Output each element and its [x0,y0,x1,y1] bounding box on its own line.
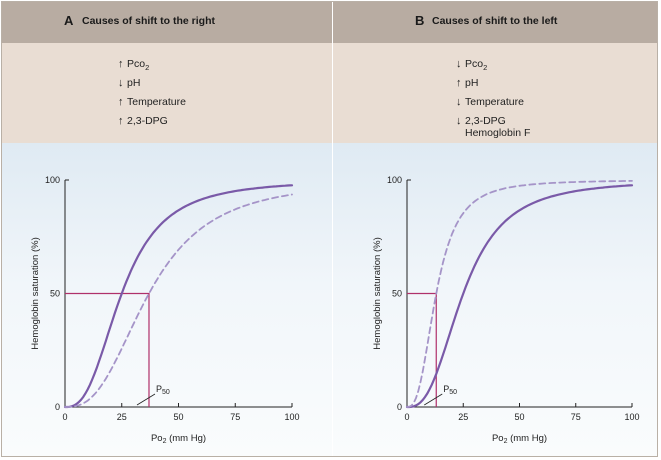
cause-item: ↓ Pco 2 [456,55,530,74]
panel-b-title: Causes of shift to the left [432,15,558,27]
panel-b-cause-list: ↓ Pco 2 ↑ pH ↓ Temperature ↓ 2,3-DPG Hemoglobin F [456,55,530,139]
x-tick-label: 50 [173,412,183,422]
p50-reference-line [407,292,437,407]
x-axis-label-unit: (mm Hg) [507,433,547,444]
x-axis-label-subscript: 2 [163,438,167,445]
arrow-up-icon: ↑ [456,77,462,89]
cause-label: Temperature [127,96,186,108]
y-axis-label: Hemoglobin saturation (%) [372,237,383,349]
x-tick-label: 25 [117,412,127,422]
normal-curve-solid [405,184,634,409]
cause-label: pH [465,77,479,89]
x-axis-label: Po2 (mm Hg) [492,433,547,445]
panel-b: B Causes of shift to the left ↓ Pco 2 ↑ pH ↓ T… [333,2,657,456]
p50-leader-line [136,393,156,406]
cause-label: Temperature [465,96,524,108]
arrow-up-icon: ↑ [118,115,124,127]
p50-label-subscript: 50 [449,389,457,396]
panel-a: A Causes of shift to the right ↑ Pco 2 ↓ pH ↑… [2,2,332,456]
x-tick-label: 0 [404,412,409,422]
panel-a-header: A Causes of shift to the right [2,2,332,43]
panel-b-header: B Causes of shift to the left [333,2,657,43]
arrow-down-icon: ↓ [456,58,462,70]
cause-label: Pco [465,58,484,70]
arrow-down-icon: ↓ [456,96,462,108]
y-tick-label: 0 [397,402,402,412]
y-tick-label: 100 [387,175,402,185]
x-axis-label-unit: (mm Hg) [166,433,206,444]
p50-label-subscript: 50 [162,389,170,396]
panel-b-causes: ↓ Pco 2 ↑ pH ↓ Temperature ↓ 2,3-DPG Hemoglobin F [333,43,657,143]
cause-item: ↓ pH [118,74,186,93]
panel-divider [332,2,333,456]
x-axis-label-main: Po [492,433,504,444]
p50-leader-line [424,393,443,406]
cause-item: ↑ Temperature [118,93,186,112]
cause-label: Pco [127,58,146,70]
x-tick-label: 0 [62,412,67,422]
panel-b-letter: B [415,13,425,28]
shifted-curve-dashed [406,180,633,408]
y-tick-label: 0 [55,402,60,412]
x-tick-label: 25 [458,412,468,422]
cause-item: ↑ 2,3-DPG [118,112,186,131]
panel-a-causes: ↑ Pco 2 ↓ pH ↑ Temperature ↑ 2,3-DPG [2,43,332,143]
cause-item: ↓ Temperature [456,93,530,112]
x-axis-label-subscript: 2 [504,438,508,445]
p50-label: P50 [443,384,457,396]
panel-a-cause-list: ↑ Pco 2 ↓ pH ↑ Temperature ↑ 2,3-DPG [118,55,186,131]
x-tick-label: 75 [230,412,240,422]
panel-a-letter: A [64,13,74,28]
arrow-down-icon: ↓ [456,115,462,127]
p50-label-main: P [156,384,162,394]
cause-item: ↓ 2,3-DPG [456,112,530,131]
x-tick-label: 50 [514,412,524,422]
x-tick-label: 100 [624,412,639,422]
y-tick-label: 50 [50,289,60,299]
panel-a-title: Causes of shift to the right [82,15,216,27]
arrow-up-icon: ↑ [118,58,124,70]
panel-b-plot-area: 0 25 50 75 100 0 50 100 P50 Po2 (mm Hg) Hemoglobin… [333,143,657,456]
cause-item: ↑ pH [456,74,530,93]
p50-reference-line [65,292,150,407]
x-tick-label: 75 [571,412,581,422]
shifted-curve-dashed [64,193,293,408]
cause-item: ↑ Pco 2 [118,55,186,74]
cause-subscript: 2 [145,63,150,72]
cause-label: 2,3-DPG [127,115,168,127]
cause-continuation: Hemoglobin F [465,127,531,139]
y-tick-label: 100 [45,175,60,185]
arrow-up-icon: ↑ [118,96,124,108]
normal-curve-solid [63,184,294,409]
arrow-down-icon: ↓ [118,77,124,89]
p50-label-main: P [443,384,449,394]
x-axis-label-main: Po [151,433,163,444]
y-tick-label: 50 [392,289,402,299]
cause-label: pH [127,77,141,89]
x-tick-label: 100 [284,412,299,422]
cause-label: 2,3-DPG [465,115,506,127]
x-axis-label: Po2 (mm Hg) [151,433,206,445]
y-axis-label: Hemoglobin saturation (%) [30,237,41,349]
p50-label: P50 [156,384,170,396]
cause-subscript: 2 [483,63,488,72]
panel-a-plot-area: 0 25 50 75 100 0 50 100 P50 Po2 (mm Hg) Hemoglobin… [2,143,332,456]
